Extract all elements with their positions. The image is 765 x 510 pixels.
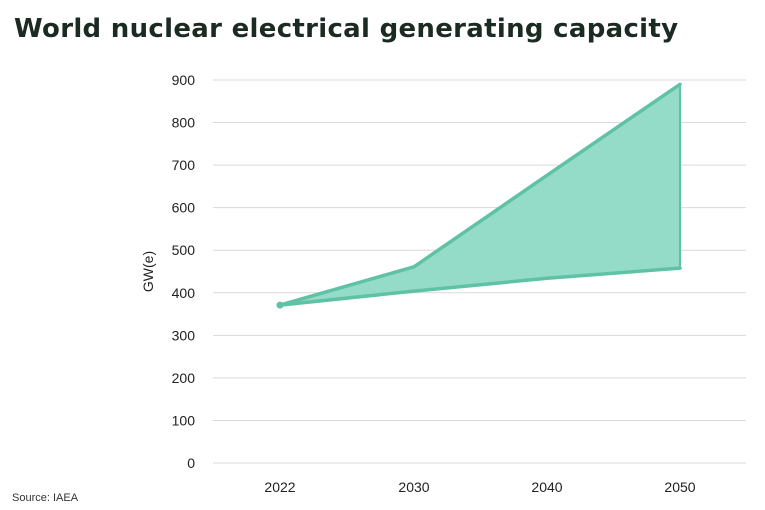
y-axis-title: GW(e) xyxy=(140,251,156,292)
chart-title: World nuclear electrical generating capa… xyxy=(14,14,679,44)
x-tick-label: 2050 xyxy=(664,479,695,495)
range-fill xyxy=(280,84,680,306)
x-tick-labels: 2022 2030 2040 2050 xyxy=(264,479,695,495)
y-tick-label: 200 xyxy=(172,370,196,386)
y-tick-labels: 0 100 200 300 400 500 600 700 800 900 xyxy=(172,72,196,471)
x-tick-label: 2040 xyxy=(531,479,562,495)
x-tick-label: 2022 xyxy=(264,479,295,495)
range-area xyxy=(280,84,680,306)
high-series-line xyxy=(278,82,682,307)
x-tick-label: 2030 xyxy=(398,479,429,495)
source-note: Source: IAEA xyxy=(12,492,79,504)
y-tick-label: 800 xyxy=(172,115,196,131)
y-tick-label: 300 xyxy=(172,327,196,343)
y-tick-label: 400 xyxy=(172,285,196,301)
start-point-marker xyxy=(276,301,284,309)
y-tick-label: 700 xyxy=(172,157,196,173)
y-tick-label: 100 xyxy=(172,412,196,428)
y-tick-label: 900 xyxy=(172,72,196,88)
y-tick-label: 500 xyxy=(172,242,196,258)
y-tick-label: 0 xyxy=(187,455,195,471)
y-tick-label: 600 xyxy=(172,200,196,216)
low-series-line xyxy=(278,266,682,307)
series-lines xyxy=(276,82,682,309)
